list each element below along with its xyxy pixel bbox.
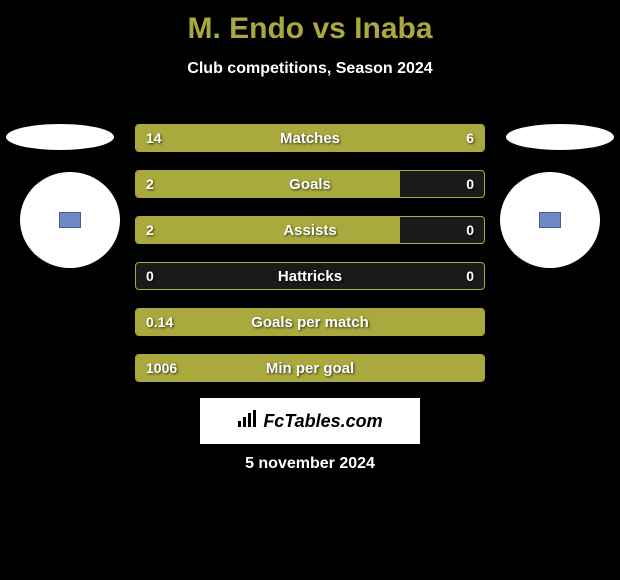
brand-label: FcTables.com xyxy=(237,410,382,433)
stat-row: 2Goals0 xyxy=(135,170,485,198)
stat-row: 14Matches6 xyxy=(135,124,485,152)
stat-row: 0.14Goals per match xyxy=(135,308,485,336)
brand-chart-icon xyxy=(237,410,259,433)
stat-value-right: 0 xyxy=(466,263,474,289)
page-subtitle: Club competitions, Season 2024 xyxy=(0,46,620,78)
player-left-avatar-circle xyxy=(20,172,120,268)
stat-label: Goals xyxy=(136,171,484,197)
stat-row: 0Hattricks0 xyxy=(135,262,485,290)
stats-bars: 14Matches62Goals02Assists00Hattricks00.1… xyxy=(135,124,485,400)
stat-label: Min per goal xyxy=(136,355,484,381)
stat-label: Assists xyxy=(136,217,484,243)
brand-text-value: FcTables.com xyxy=(263,411,382,432)
stat-value-right: 6 xyxy=(466,125,474,151)
stat-label: Goals per match xyxy=(136,309,484,335)
brand-box: FcTables.com xyxy=(200,398,420,444)
stat-value-right: 0 xyxy=(466,217,474,243)
player-right-base-ellipse xyxy=(506,124,614,150)
player-right-flag-icon xyxy=(539,212,561,228)
player-right-avatar-circle xyxy=(500,172,600,268)
date-label: 5 november 2024 xyxy=(0,455,620,473)
player-left-flag-icon xyxy=(59,212,81,228)
page-title: M. Endo vs Inaba xyxy=(0,0,620,46)
player-left-base-ellipse xyxy=(6,124,114,150)
stat-row: 1006Min per goal xyxy=(135,354,485,382)
stat-label: Matches xyxy=(136,125,484,151)
stat-value-right: 0 xyxy=(466,171,474,197)
stat-label: Hattricks xyxy=(136,263,484,289)
stat-row: 2Assists0 xyxy=(135,216,485,244)
